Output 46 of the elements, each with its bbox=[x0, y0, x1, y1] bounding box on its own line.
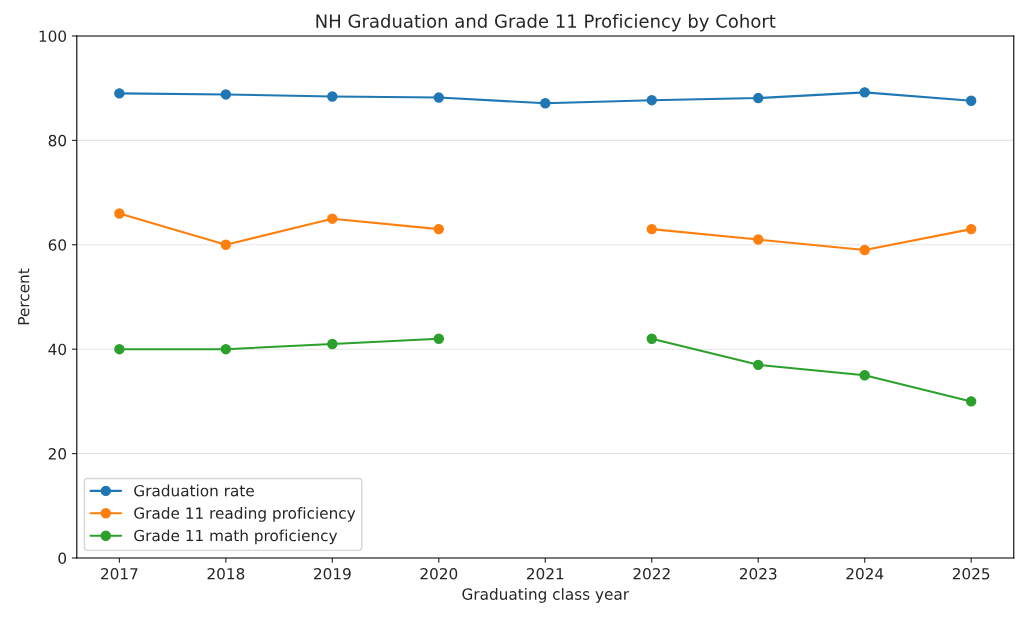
x-tick-label: 2025 bbox=[952, 567, 990, 580]
point bbox=[859, 370, 870, 381]
x-tick-label: 2017 bbox=[101, 567, 138, 580]
point bbox=[114, 88, 125, 99]
point bbox=[646, 333, 657, 344]
point bbox=[220, 239, 232, 250]
point bbox=[114, 343, 125, 355]
x-tick-label: 2022 bbox=[633, 567, 670, 580]
point bbox=[433, 223, 445, 235]
y-tick-label: 60 bbox=[48, 239, 67, 251]
legend-label: Grade 11 math proficiency bbox=[134, 529, 338, 545]
y-tick-label: 20 bbox=[48, 448, 67, 460]
point bbox=[646, 94, 657, 106]
y-tick-label: 40 bbox=[48, 343, 67, 356]
x-tick-label: 2023 bbox=[739, 567, 777, 580]
chart-title: NH Graduation and Grade 11 Proficiency by Cohort bbox=[316, 13, 776, 32]
point bbox=[220, 343, 232, 355]
y-tick-label: 0 bbox=[58, 552, 67, 565]
legend-label: Grade 11 reading proficiency bbox=[134, 507, 356, 522]
x-axis-title: Graduating class year bbox=[462, 588, 630, 603]
point bbox=[965, 223, 977, 235]
point bbox=[220, 89, 232, 100]
point bbox=[753, 92, 764, 104]
legend-label: Graduation rate bbox=[134, 484, 254, 497]
x-tick-label: 2019 bbox=[314, 567, 351, 580]
point bbox=[859, 87, 870, 98]
point bbox=[646, 223, 657, 235]
y-tick-label: 80 bbox=[48, 134, 67, 147]
point bbox=[327, 213, 338, 224]
point bbox=[327, 91, 338, 102]
point bbox=[327, 338, 338, 350]
x-tick-label: 2021 bbox=[526, 567, 564, 580]
point bbox=[753, 359, 764, 371]
x-tick-label: 2024 bbox=[846, 567, 884, 580]
point bbox=[433, 333, 445, 344]
point bbox=[965, 95, 977, 106]
point bbox=[114, 208, 125, 219]
point bbox=[540, 98, 551, 109]
y-tick-label: 100 bbox=[39, 30, 67, 42]
x-tick-label: 2018 bbox=[207, 567, 245, 580]
point bbox=[965, 396, 977, 407]
point bbox=[433, 92, 445, 103]
point bbox=[753, 234, 764, 245]
y-axis-title: Percent bbox=[18, 268, 30, 325]
point bbox=[859, 244, 870, 256]
x-tick-label: 2020 bbox=[420, 567, 458, 580]
